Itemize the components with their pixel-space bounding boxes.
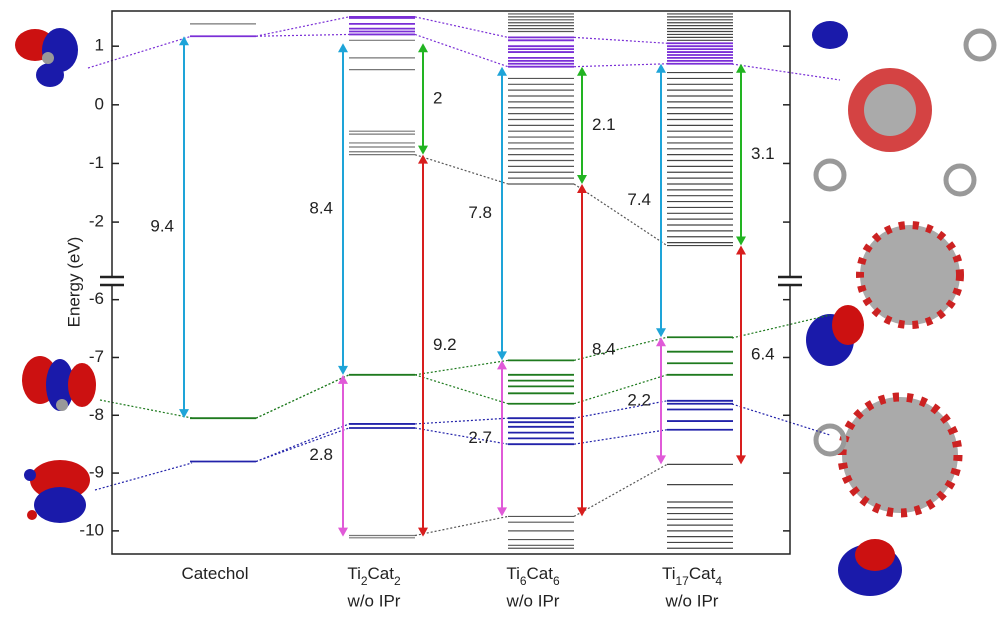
cluster-image [813,392,963,596]
gap-label: 2.1 [592,115,616,134]
level-connector [573,183,668,247]
category-label: Ti6Cat6 [506,564,560,588]
gap-label: 9.4 [150,217,174,236]
arrow-head [418,154,428,164]
gap-label: 9.2 [433,335,457,354]
arrow-head [418,145,428,155]
level-connector [573,36,668,44]
category-label-part: 2 [394,574,401,588]
category-label-part: 6 [520,574,527,588]
arrow-head [656,455,666,465]
y-tick-label: -10 [79,520,104,539]
gap-label: 2.7 [468,428,492,447]
axis-frame [111,10,791,555]
plot-area: 1 0 -1 -2 -6 -7 -8 -9 -10 Energy (eV) 9.4 Catechol 8… [64,10,802,610]
orbital-image [15,28,78,87]
arrow-head [497,66,507,76]
arrow-head [338,527,348,537]
cluster-image [806,221,964,366]
level-connector [255,374,350,419]
gap-label: 2 [433,88,442,107]
arrow-head [497,360,507,370]
arrow-head [656,63,666,73]
image-connectors [87,35,841,491]
level-connector [573,463,668,517]
level-connector [255,427,350,463]
gap-label: 8.4 [309,199,333,218]
y-tick-label: -6 [89,289,104,308]
arrow-head [736,236,746,246]
category-label-line2: w/o IPr [665,591,719,610]
y-tick-label: -8 [89,405,104,424]
level-connector [414,33,509,68]
arrow-head [577,183,587,193]
level-connector [414,417,509,425]
y-tick-label: -2 [89,212,104,231]
orbital-image [22,356,96,411]
gap-label: 3.1 [751,144,775,163]
arrow-head [338,365,348,375]
arrow-head [577,507,587,517]
arrow-head [179,409,189,419]
arrow-head [656,328,666,338]
arrow-head [418,43,428,53]
arrow-head [497,351,507,361]
category-label-part: 6 [553,574,560,588]
category-label-line2: w/o IPr [506,591,560,610]
arrow-head [497,507,507,517]
category-label-part: Ti [347,564,361,583]
category-label-part: 4 [715,574,722,588]
orbital-image [24,460,90,523]
arrow-head [736,63,746,73]
level-connector [255,33,350,37]
y-tick-label: -1 [89,153,104,172]
gap-label: 2.8 [309,445,333,464]
category-label-part: Cat [527,564,554,583]
gap-label: 8.4 [592,340,616,359]
category-label: Ti17Cat4 [662,564,722,588]
orbital-images [15,21,997,596]
y-tick-label: 1 [95,36,104,55]
level-connector [573,63,668,68]
category-label: Ti2Cat2 [347,564,401,588]
category-label-part: Catechol [181,564,248,583]
y-axis-label: Energy (eV) [64,237,83,328]
y-tick-label: -7 [89,347,104,366]
category-label-part: 2 [361,574,368,588]
gap-label: 2.2 [627,390,651,409]
category-label-part: Ti [506,564,520,583]
gap-label: 7.4 [627,190,651,209]
level-connector [573,374,668,405]
cluster-image [812,21,997,197]
y-tick-label: -9 [89,463,104,482]
arrow-head [338,43,348,53]
category-label-line2: w/o IPr [347,591,401,610]
arrow-head [179,36,189,46]
arrow-head [338,374,348,384]
category-label-part: Cat [689,564,716,583]
arrow-head [656,337,666,347]
category-label-part: 17 [676,574,690,588]
level-connector [414,374,509,405]
category-label-part: Ti [662,564,676,583]
level-connector [414,154,509,185]
y-tick-label: 0 [95,94,104,113]
gap-label: 6.4 [751,344,775,363]
arrow-head [577,66,587,76]
category-label: Catechol [181,564,248,583]
arrow-head [418,527,428,537]
arrow-head [577,174,587,184]
arrow-head [736,245,746,255]
level-connector [255,423,350,463]
category-label-part: Cat [368,564,395,583]
arrow-head [736,455,746,465]
gap-label: 7.8 [468,203,492,222]
